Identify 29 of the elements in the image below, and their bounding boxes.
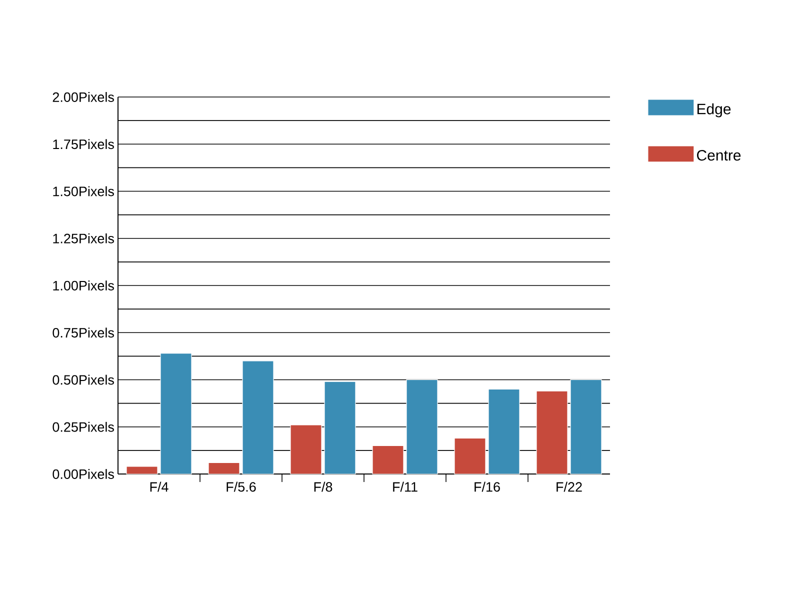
y-tick-label: 0.50Pixels [52, 374, 114, 385]
x-tick-label: F/4 [150, 482, 168, 492]
y-tick-label: 0.75Pixels [52, 328, 114, 338]
bar [324, 381, 356, 474]
bar [372, 445, 404, 474]
y-tick-label: 0.00Pixels [52, 469, 114, 479]
bar [488, 388, 520, 474]
y-tick-label: 1.50Pixels [53, 186, 114, 196]
bar [208, 462, 240, 474]
y-tick-label: 1.25Pixels [53, 233, 114, 244]
bar [536, 390, 568, 474]
bar [570, 379, 602, 474]
x-tick-label: F/22 [556, 482, 582, 492]
bar [242, 360, 274, 474]
y-tick-label: 1.00Pixels [53, 280, 114, 290]
x-tick-label: F/5.6 [226, 482, 256, 492]
x-tick-label: F/8 [314, 482, 332, 492]
bar [160, 353, 192, 474]
x-tick-label: F/16 [474, 482, 500, 492]
y-tick-label: 0.25Pixels [52, 422, 114, 432]
legend-label: Edge [697, 103, 731, 118]
bar [454, 438, 486, 474]
y-tick-label: 1.75Pixels [53, 139, 114, 150]
y-tick-label: 2.00Pixels [52, 92, 114, 102]
x-tick-label: F/11 [393, 482, 418, 492]
bar [290, 424, 322, 474]
bar [406, 379, 438, 474]
legend-label: Centre [697, 150, 741, 161]
bar [126, 466, 158, 474]
